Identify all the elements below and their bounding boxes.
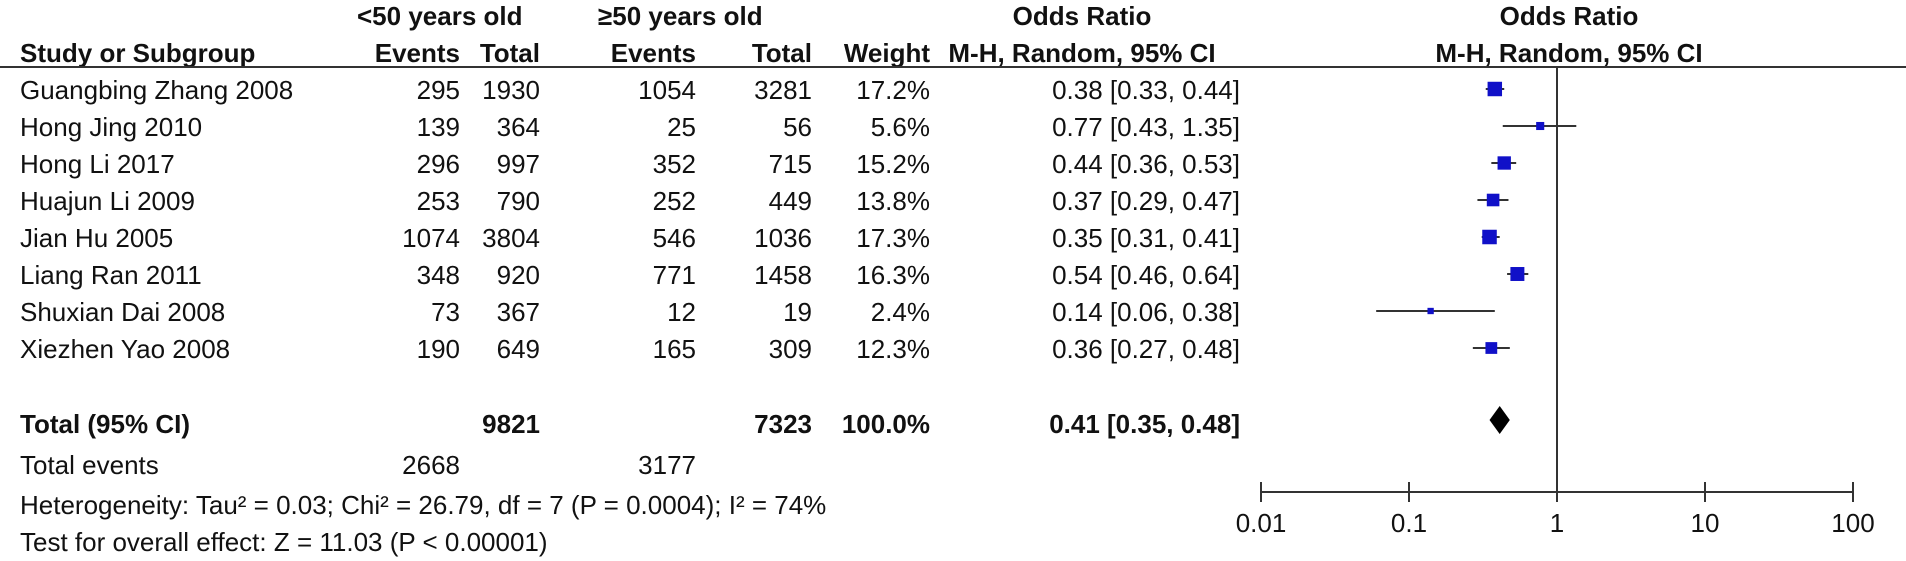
- study-marker: [1482, 229, 1497, 245]
- study-marker: [1510, 267, 1525, 281]
- or-value: 0.35 [0.31, 0.41]: [1052, 223, 1240, 253]
- total2-value: 19: [783, 297, 812, 327]
- weight-value: 5.6%: [870, 112, 930, 142]
- events1-value: 348: [416, 260, 460, 290]
- study-name: Xiezhen Yao 2008: [20, 334, 231, 364]
- study-marker: [1487, 81, 1503, 97]
- weight-value: 16.3%: [856, 260, 930, 290]
- events1-value: 295: [416, 75, 460, 105]
- total1-value: 364: [496, 112, 540, 142]
- total2-value: 449: [768, 186, 812, 216]
- total1-value: 790: [496, 186, 540, 216]
- or-value: 0.44 [0.36, 0.53]: [1052, 149, 1240, 179]
- total2-sum: 7323: [754, 409, 812, 439]
- events2-value: 1054: [638, 75, 696, 105]
- total2-value: 309: [768, 334, 812, 364]
- events2-column-header: Events: [610, 38, 696, 68]
- study-name: Huajun Li 2009: [20, 186, 195, 216]
- weight-value: 13.8%: [856, 186, 930, 216]
- events1-value: 139: [416, 112, 460, 142]
- pooled-or: 0.41 [0.35, 0.48]: [1049, 409, 1240, 439]
- total-events1: 2668: [402, 450, 460, 480]
- plot-title: Odds Ratio: [1499, 1, 1639, 31]
- plot-method-header: M-H, Random, 95% CI: [1435, 38, 1703, 68]
- study-marker: [1427, 307, 1434, 315]
- total1-sum: 9821: [482, 409, 540, 439]
- x-tick-label: 0.1: [1391, 508, 1427, 538]
- study-marker: [1536, 121, 1545, 131]
- total1-value: 1930: [482, 75, 540, 105]
- total1-value: 649: [496, 334, 540, 364]
- events2-value: 352: [652, 149, 696, 179]
- total-weight: 100.0%: [841, 409, 930, 439]
- x-tick-label: 100: [1831, 508, 1874, 538]
- events1-value: 190: [416, 334, 460, 364]
- total-events2: 3177: [638, 450, 696, 480]
- events2-value: 165: [652, 334, 696, 364]
- x-tick-label: 1: [1550, 508, 1564, 538]
- total1-column-header: Total: [479, 38, 540, 68]
- weight-value: 2.4%: [870, 297, 930, 327]
- or-value: 0.77 [0.43, 1.35]: [1052, 112, 1240, 142]
- pooled-diamond: [1489, 406, 1510, 434]
- total1-value: 3804: [482, 223, 540, 253]
- events1-column-header: Events: [374, 38, 460, 68]
- total2-value: 715: [768, 149, 812, 179]
- study-name: Jian Hu 2005: [20, 223, 174, 253]
- weight-value: 15.2%: [856, 149, 930, 179]
- or-method-header: M-H, Random, 95% CI: [948, 38, 1216, 68]
- x-tick-label: 10: [1691, 508, 1720, 538]
- study-name: Guangbing Zhang 2008: [20, 75, 294, 105]
- total1-value: 920: [496, 260, 540, 290]
- x-tick-label: 0.01: [1236, 508, 1287, 538]
- or-value: 0.54 [0.46, 0.64]: [1052, 260, 1240, 290]
- study-name: Hong Jing 2010: [20, 112, 203, 142]
- weight-value: 12.3%: [856, 334, 930, 364]
- total2-value: 56: [783, 112, 812, 142]
- study-marker: [1497, 156, 1511, 170]
- total2-value: 3281: [754, 75, 812, 105]
- study-name: Liang Ran 2011: [20, 260, 202, 290]
- total-label: Total (95% CI): [20, 409, 190, 439]
- events2-value: 771: [652, 260, 696, 290]
- total1-value: 997: [496, 149, 540, 179]
- events1-value: 1074: [402, 223, 460, 253]
- header-underline: [0, 66, 1906, 68]
- study-marker: [1486, 193, 1500, 207]
- total2-value: 1458: [754, 260, 812, 290]
- events2-value: 252: [652, 186, 696, 216]
- events1-value: 296: [416, 149, 460, 179]
- study-name: Hong Li 2017: [20, 149, 175, 179]
- events2-value: 546: [652, 223, 696, 253]
- events1-value: 73: [431, 297, 460, 327]
- weight-column-header: Weight: [843, 38, 930, 68]
- total2-value: 1036: [754, 223, 812, 253]
- total-events-label: Total events: [20, 450, 159, 480]
- or-title: Odds Ratio: [1012, 1, 1152, 31]
- group1-header: <50 years old: [357, 1, 523, 31]
- weight-value: 17.3%: [856, 223, 930, 253]
- study-marker: [1485, 342, 1498, 354]
- events1-value: 253: [416, 186, 460, 216]
- or-value: 0.37 [0.29, 0.47]: [1052, 186, 1240, 216]
- events2-value: 12: [667, 297, 696, 327]
- events2-value: 25: [667, 112, 696, 142]
- weight-value: 17.2%: [856, 75, 930, 105]
- total2-column-header: Total: [751, 38, 812, 68]
- study-column-header: Study or Subgroup: [20, 38, 256, 68]
- overall-effect-text: Test for overall effect: Z = 11.03 (P < …: [20, 527, 548, 557]
- total1-value: 367: [496, 297, 540, 327]
- or-value: 0.38 [0.33, 0.44]: [1052, 75, 1240, 105]
- or-value: 0.36 [0.27, 0.48]: [1052, 334, 1240, 364]
- group2-header: ≥50 years old: [598, 1, 763, 31]
- heterogeneity-text: Heterogeneity: Tau² = 0.03; Chi² = 26.79…: [20, 490, 827, 520]
- or-value: 0.14 [0.06, 0.38]: [1052, 297, 1240, 327]
- study-name: Shuxian Dai 2008: [20, 297, 226, 327]
